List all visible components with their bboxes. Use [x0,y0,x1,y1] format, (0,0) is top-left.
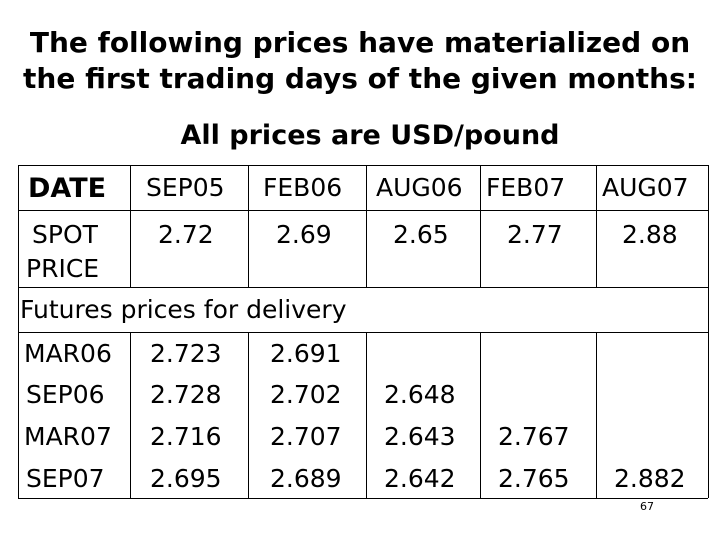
futures-row-label: SEP07 [26,464,105,493]
row-divider-futures-label [18,332,708,333]
futures-cell: 2.695 [150,464,222,493]
slide-title-line-1: The following prices have materialized o… [29,26,691,59]
spot-label-line-2: PRICE [26,254,100,283]
futures-cell: 2.728 [150,380,222,409]
spot-value-aug07: 2.88 [622,220,678,249]
spot-value-feb06: 2.69 [276,220,332,249]
header-col-feb07: FEB07 [486,173,566,202]
futures-cell: 2.882 [614,464,686,493]
futures-row-label: SEP06 [26,380,105,409]
futures-cell: 2.723 [150,339,222,368]
price-table: DATE SEP05 FEB06 AUG06 FEB07 AUG07 SPOT … [18,165,709,499]
header-date: DATE [28,173,107,204]
futures-cell: 2.689 [270,464,342,493]
header-col-sep05: SEP05 [146,173,225,202]
col-divider-2-top [248,165,249,287]
futures-cell: 2.643 [384,422,456,451]
futures-cell: 2.642 [384,464,456,493]
spot-value-aug06: 2.65 [393,220,449,249]
table-border-right [708,165,709,498]
row-divider-header [18,210,708,211]
futures-row-label: MAR06 [24,339,112,368]
col-divider-5-bottom [596,332,597,498]
col-divider-1-bottom [130,332,131,498]
col-divider-2-bottom [248,332,249,498]
futures-cell: 2.648 [384,380,456,409]
table-border-bottom [18,498,708,499]
spot-label-line-1: SPOT [32,220,98,249]
futures-cell: 2.716 [150,422,222,451]
spot-value-sep05: 2.72 [158,220,214,249]
row-divider-spot [18,287,708,288]
header-col-aug07: AUG07 [602,173,689,202]
col-divider-4-bottom [480,332,481,498]
futures-cell: 2.707 [270,422,342,451]
futures-cell: 2.691 [270,339,342,368]
table-border-top [18,165,708,166]
col-divider-3-bottom [366,332,367,498]
header-col-feb06: FEB06 [263,173,343,202]
subtitle: All prices are USD/pound [180,120,560,151]
spot-value-feb07: 2.77 [507,220,563,249]
futures-label: Futures prices for delivery [20,295,347,324]
col-divider-3-top [366,165,367,287]
header-col-aug06: AUG06 [376,173,463,202]
col-divider-5-top [596,165,597,287]
futures-row-label: MAR07 [24,422,112,451]
col-divider-4-top [480,165,481,287]
slide-title-line-2: the first trading days of the given mont… [23,62,697,95]
col-divider-1-top [130,165,131,287]
table-border-left [18,165,19,498]
futures-cell: 2.765 [498,464,570,493]
futures-cell: 2.767 [498,422,570,451]
page-number: 67 [640,500,654,513]
futures-cell: 2.702 [270,380,342,409]
